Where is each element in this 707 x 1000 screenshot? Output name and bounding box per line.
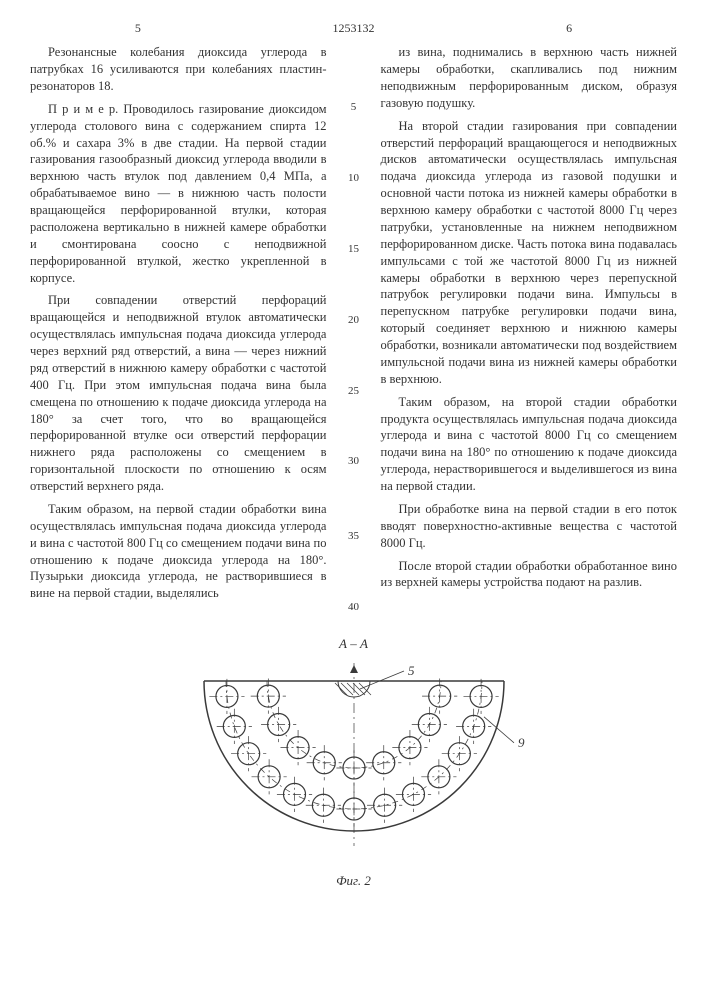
paragraph: При совпадении отверстий перфораций вращ… — [30, 292, 327, 495]
page-number-right: 6 — [461, 20, 677, 36]
paragraph: из вина, поднимались в верхнюю часть ниж… — [381, 44, 678, 112]
paragraph: После второй стадии обработки обработанн… — [381, 558, 678, 592]
paragraph: При обработке вина на первой стадии в ег… — [381, 501, 678, 552]
line-number: 35 — [348, 529, 359, 544]
left-column: Резонансные колебания диоксида углерода … — [30, 44, 327, 615]
figure-2: А – А 59 Фиг. 2 — [30, 635, 677, 890]
page-number-left: 5 — [30, 20, 246, 36]
text-columns: Резонансные колебания диоксида углерода … — [30, 44, 677, 615]
right-column: из вина, поднимались в верхнюю часть ниж… — [381, 44, 678, 615]
line-numbers: 5 10 15 20 25 30 35 40 — [345, 44, 363, 615]
paragraph: Таким образом, на первой стадии обработк… — [30, 501, 327, 602]
paragraph: Резонансные колебания диоксида углерода … — [30, 44, 327, 95]
line-number: 20 — [348, 313, 359, 328]
paragraph: П р и м е р. Проводилось газирование дио… — [30, 101, 327, 287]
line-number: 25 — [348, 384, 359, 399]
figure-caption: Фиг. 2 — [30, 872, 677, 890]
line-number: 30 — [348, 454, 359, 469]
svg-text:9: 9 — [518, 735, 525, 750]
paragraph: На второй стадии газирования при совпаде… — [381, 118, 678, 388]
paragraph: Таким образом, на второй стадии обработк… — [381, 394, 678, 495]
line-number: 40 — [348, 600, 359, 615]
page-header: 5 1253132 6 — [30, 20, 677, 36]
svg-text:5: 5 — [408, 663, 415, 678]
line-number: 5 — [351, 100, 357, 115]
line-number: 10 — [348, 171, 359, 186]
document-number: 1253132 — [246, 20, 462, 36]
section-label: А – А — [30, 635, 677, 653]
figure-2-svg: 59 — [164, 656, 544, 866]
line-number: 15 — [348, 242, 359, 257]
